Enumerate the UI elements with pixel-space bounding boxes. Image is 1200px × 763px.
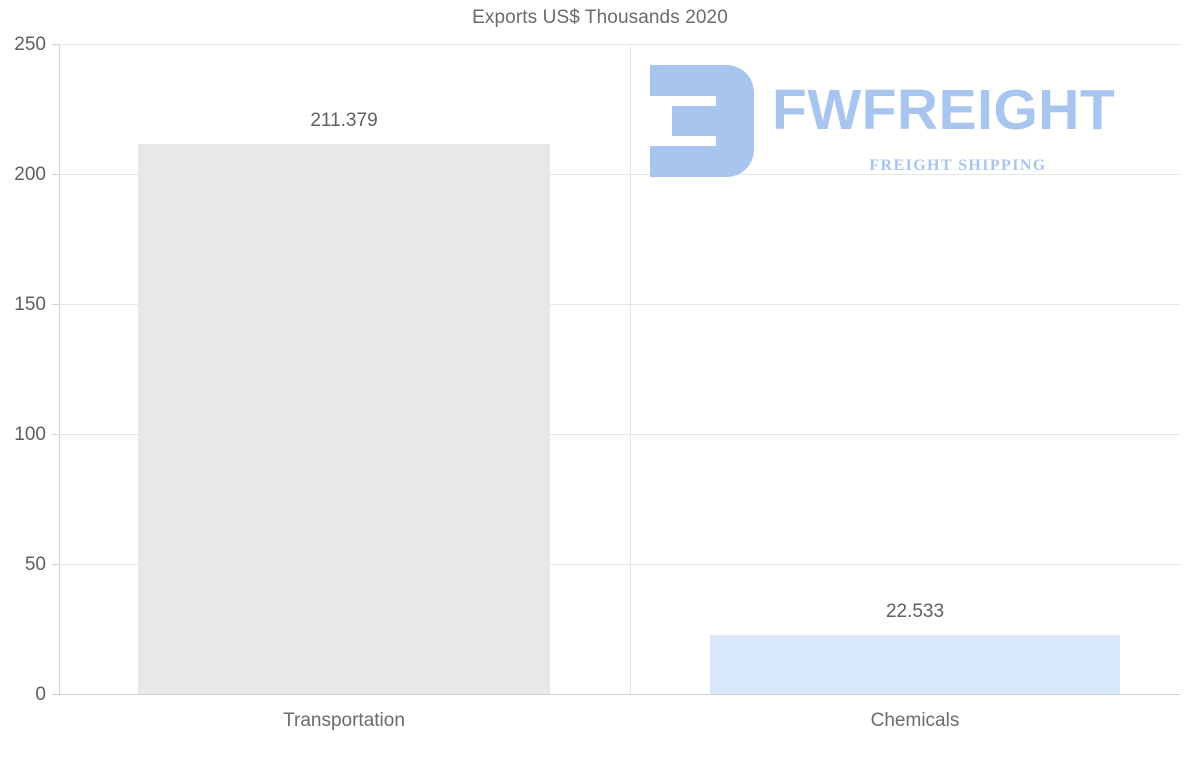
- y-tick-mark-250: [52, 44, 60, 45]
- y-tick-mark-50: [52, 564, 60, 565]
- plot-area: [59, 44, 1180, 694]
- category-divider-gridline: [630, 44, 631, 694]
- gridline-250: [59, 44, 1180, 45]
- y-tick-mark-100: [52, 434, 60, 435]
- y-tick-label-0: 0: [35, 684, 46, 705]
- bar-value-label-transportation: 211.379: [310, 110, 378, 131]
- gridline-100: [59, 434, 1180, 435]
- y-axis-line: [59, 44, 60, 695]
- x-tick-label-chemicals: Chemicals: [870, 710, 960, 731]
- y-tick-mark-200: [52, 174, 60, 175]
- y-tick-label-250: 250: [14, 34, 46, 55]
- gridline-200: [59, 174, 1180, 175]
- gridline-150: [59, 304, 1180, 305]
- y-tick-mark-150: [52, 304, 60, 305]
- bar-transportation[interactable]: [138, 144, 550, 694]
- y-tick-mark-0: [52, 694, 60, 695]
- gridline-50: [59, 564, 1180, 565]
- bar-value-label-chemicals: 22.533: [885, 601, 945, 622]
- y-tick-label-200: 200: [14, 164, 46, 185]
- bar-chemicals[interactable]: [710, 635, 1120, 694]
- y-tick-label-150: 150: [14, 294, 46, 315]
- x-tick-label-transportation: Transportation: [283, 710, 405, 731]
- y-tick-label-50: 50: [24, 554, 46, 575]
- x-axis-line: [59, 694, 1180, 695]
- y-tick-label-100: 100: [14, 424, 46, 445]
- chart-title: Exports US$ Thousands 2020: [472, 7, 728, 28]
